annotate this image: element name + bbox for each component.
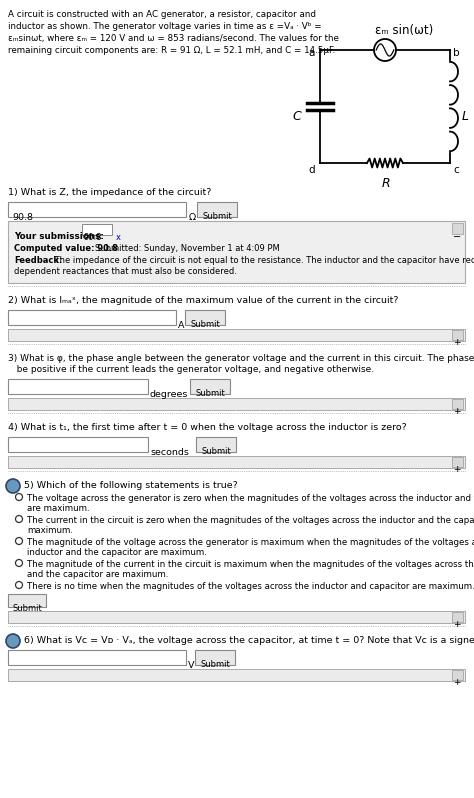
FancyBboxPatch shape [8,221,465,283]
Text: Submitted: Sunday, November 1 at 4:09 PM: Submitted: Sunday, November 1 at 4:09 PM [95,244,280,253]
Text: maximum.: maximum. [27,526,73,535]
FancyBboxPatch shape [197,202,237,217]
Text: εₘsinωt, where εₘ = 120 V and ω = 853 radians/second. The values for the: εₘsinωt, where εₘ = 120 V and ω = 853 ra… [8,34,339,43]
FancyBboxPatch shape [8,310,176,325]
Text: A circuit is constructed with an AC generator, a resistor, capacitor and: A circuit is constructed with an AC gene… [8,10,316,19]
Text: R: R [382,177,391,190]
Circle shape [6,634,20,648]
Text: a: a [308,48,314,58]
FancyBboxPatch shape [8,456,465,468]
Text: A: A [178,321,184,330]
Text: −: − [453,232,461,242]
Text: inductor and the capacitor are maximum.: inductor and the capacitor are maximum. [27,548,207,557]
Text: Submit: Submit [190,320,220,329]
Text: are maximum.: are maximum. [27,504,90,513]
FancyBboxPatch shape [8,398,465,410]
Text: 1) What is Z, the impedance of the circuit?: 1) What is Z, the impedance of the circu… [8,188,211,197]
Text: d: d [308,165,315,175]
Text: There is no time when the magnitudes of the voltages across the inductor and cap: There is no time when the magnitudes of … [27,582,474,591]
Text: inductor as shown. The generator voltage varies in time as ε =Vₐ · Vᵇ =: inductor as shown. The generator voltage… [8,22,322,31]
Text: remaining circuit components are: R = 91 Ω, L = 52.1 mH, and C = 14.5μF.: remaining circuit components are: R = 91… [8,46,335,55]
Text: The voltage across the generator is zero when the magnitudes of the voltages acr: The voltage across the generator is zero… [27,494,474,503]
Text: Submit: Submit [201,447,231,456]
Text: C: C [292,110,301,124]
Text: Ω: Ω [189,213,196,222]
FancyBboxPatch shape [8,202,186,217]
FancyBboxPatch shape [8,594,46,607]
FancyBboxPatch shape [8,329,465,341]
FancyBboxPatch shape [452,223,463,234]
FancyBboxPatch shape [8,611,465,623]
Text: The magnitude of the current in the circuit is maximum when the magnitudes of th: The magnitude of the current in the circ… [27,560,474,569]
FancyBboxPatch shape [185,310,225,325]
Text: degrees: degrees [150,390,188,399]
Text: Feedback:: Feedback: [14,256,63,265]
FancyBboxPatch shape [452,330,463,340]
Text: 90.8: 90.8 [84,233,102,242]
Text: b: b [453,48,460,58]
FancyBboxPatch shape [452,670,463,680]
FancyBboxPatch shape [8,650,186,665]
Text: 3) What is φ, the phase angle between the generator voltage and the current in t: 3) What is φ, the phase angle between th… [8,354,474,363]
Text: +: + [453,465,461,474]
Text: +: + [453,407,461,416]
FancyBboxPatch shape [190,379,230,394]
Text: εₘ sin(ωt): εₘ sin(ωt) [375,24,433,37]
Text: Submit: Submit [200,660,230,669]
Text: 2) What is Iₘₐˣ, the magnitude of the maximum value of the current in the circui: 2) What is Iₘₐˣ, the magnitude of the ma… [8,296,399,305]
Text: +: + [453,678,461,687]
Text: L: L [462,110,469,124]
FancyBboxPatch shape [82,224,112,235]
Text: +: + [453,620,461,629]
Text: Computed value: 90.8: Computed value: 90.8 [14,244,118,253]
Text: and the capacitor are maximum.: and the capacitor are maximum. [27,570,168,579]
FancyBboxPatch shape [8,379,148,394]
Text: 4) What is t₁, the first time after t = 0 when the voltage across the inductor i: 4) What is t₁, the first time after t = … [8,423,407,432]
FancyBboxPatch shape [452,457,463,467]
Text: The current in the circuit is zero when the magnitudes of the voltages across th: The current in the circuit is zero when … [27,516,474,525]
Text: The impedance of the circuit is not equal to the resistance. The inductor and th: The impedance of the circuit is not equa… [52,256,474,265]
Text: 5) Which of the following statements is true?: 5) Which of the following statements is … [24,481,238,490]
Text: Your submissions:: Your submissions: [14,232,104,241]
Text: 6) What is Vᴄ = Vᴅ · Vₐ, the voltage across the capacitor, at time t = 0? Note t: 6) What is Vᴄ = Vᴅ · Vₐ, the voltage acr… [24,636,474,645]
FancyBboxPatch shape [196,437,236,452]
Circle shape [6,479,20,493]
Text: The magnitude of the voltage across the generator is maximum when the magnitudes: The magnitude of the voltage across the … [27,538,474,547]
FancyBboxPatch shape [452,399,463,409]
Text: x: x [116,233,121,242]
Text: Submit: Submit [12,604,42,613]
Text: dependent reactances that must also be considered.: dependent reactances that must also be c… [14,267,237,276]
Text: Submit: Submit [195,389,225,398]
Text: 90.8: 90.8 [12,213,33,222]
Text: c: c [453,165,459,175]
Text: seconds: seconds [150,448,189,457]
Text: be positive if the current leads the generator voltage, and negative otherwise.: be positive if the current leads the gen… [8,365,374,374]
FancyBboxPatch shape [8,437,148,452]
FancyBboxPatch shape [195,650,235,665]
Text: +: + [453,338,461,347]
FancyBboxPatch shape [8,669,465,681]
Text: Submit: Submit [202,212,232,221]
Text: V: V [188,661,194,670]
FancyBboxPatch shape [452,612,463,622]
